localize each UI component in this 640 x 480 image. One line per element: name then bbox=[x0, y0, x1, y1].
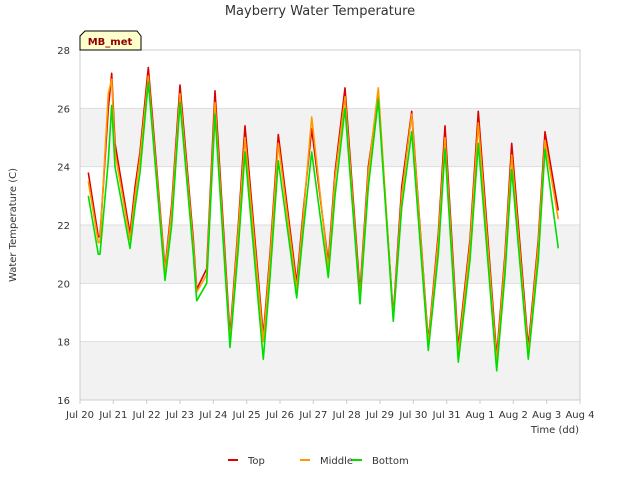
x-tick-label: Jul 26 bbox=[265, 410, 294, 421]
site-label-box: MB_met bbox=[79, 30, 142, 51]
x-tick-label: Aug 4 bbox=[565, 410, 594, 421]
x-tick-label: Jul 25 bbox=[232, 410, 261, 421]
x-tick-label: Aug 2 bbox=[499, 410, 528, 421]
legend-label: Middle bbox=[320, 456, 353, 467]
series-line-middle bbox=[87, 75, 560, 363]
y-tick-label: 18 bbox=[57, 338, 70, 349]
y-tick-label: 28 bbox=[57, 46, 70, 57]
site-label: MB_met bbox=[88, 37, 133, 48]
legend: Top Middle Bottom bbox=[228, 456, 409, 467]
series-lines bbox=[87, 66, 560, 372]
series-line-bottom bbox=[87, 81, 560, 372]
legend-label: Bottom bbox=[372, 456, 409, 467]
legend-label: Top bbox=[247, 456, 265, 467]
x-tick-label: Jul 24 bbox=[198, 410, 227, 421]
grid-band bbox=[80, 341, 580, 400]
x-tick-label: Jul 20 bbox=[65, 410, 94, 421]
x-tick-label: Aug 3 bbox=[532, 410, 561, 421]
x-tick-label: Jul 23 bbox=[165, 410, 194, 421]
y-tick-labels: 16 18 20 22 24 26 28 bbox=[57, 46, 70, 407]
y-tick-label: 24 bbox=[57, 163, 70, 174]
y-tick-label: 22 bbox=[57, 221, 70, 232]
x-tick-label: Jul 27 bbox=[298, 410, 327, 421]
x-tick-label: Jul 28 bbox=[332, 410, 361, 421]
chart-title: Mayberry Water Temperature bbox=[225, 4, 415, 19]
grid-band bbox=[80, 108, 580, 167]
x-tick-label: Jul 31 bbox=[432, 410, 461, 421]
y-tick-label: 16 bbox=[57, 396, 70, 407]
y-tick-label: 26 bbox=[57, 104, 70, 115]
x-tick-label: Jul 29 bbox=[365, 410, 394, 421]
plot-frame bbox=[79, 49, 581, 401]
x-tick-label: Jul 30 bbox=[398, 410, 427, 421]
x-tick-label: Aug 1 bbox=[465, 410, 494, 421]
x-axis-label: Time (dd) bbox=[530, 425, 579, 436]
y-axis-label: Water Temperature (C) bbox=[8, 168, 19, 282]
y-tick-label: 20 bbox=[57, 279, 70, 290]
x-tick-label: Jul 22 bbox=[132, 410, 161, 421]
x-tick-label: Jul 21 bbox=[98, 410, 127, 421]
x-tick-labels: Jul 20 Jul 21 Jul 22 Jul 23 Jul 24 Jul 25 Jul … bbox=[65, 400, 595, 421]
